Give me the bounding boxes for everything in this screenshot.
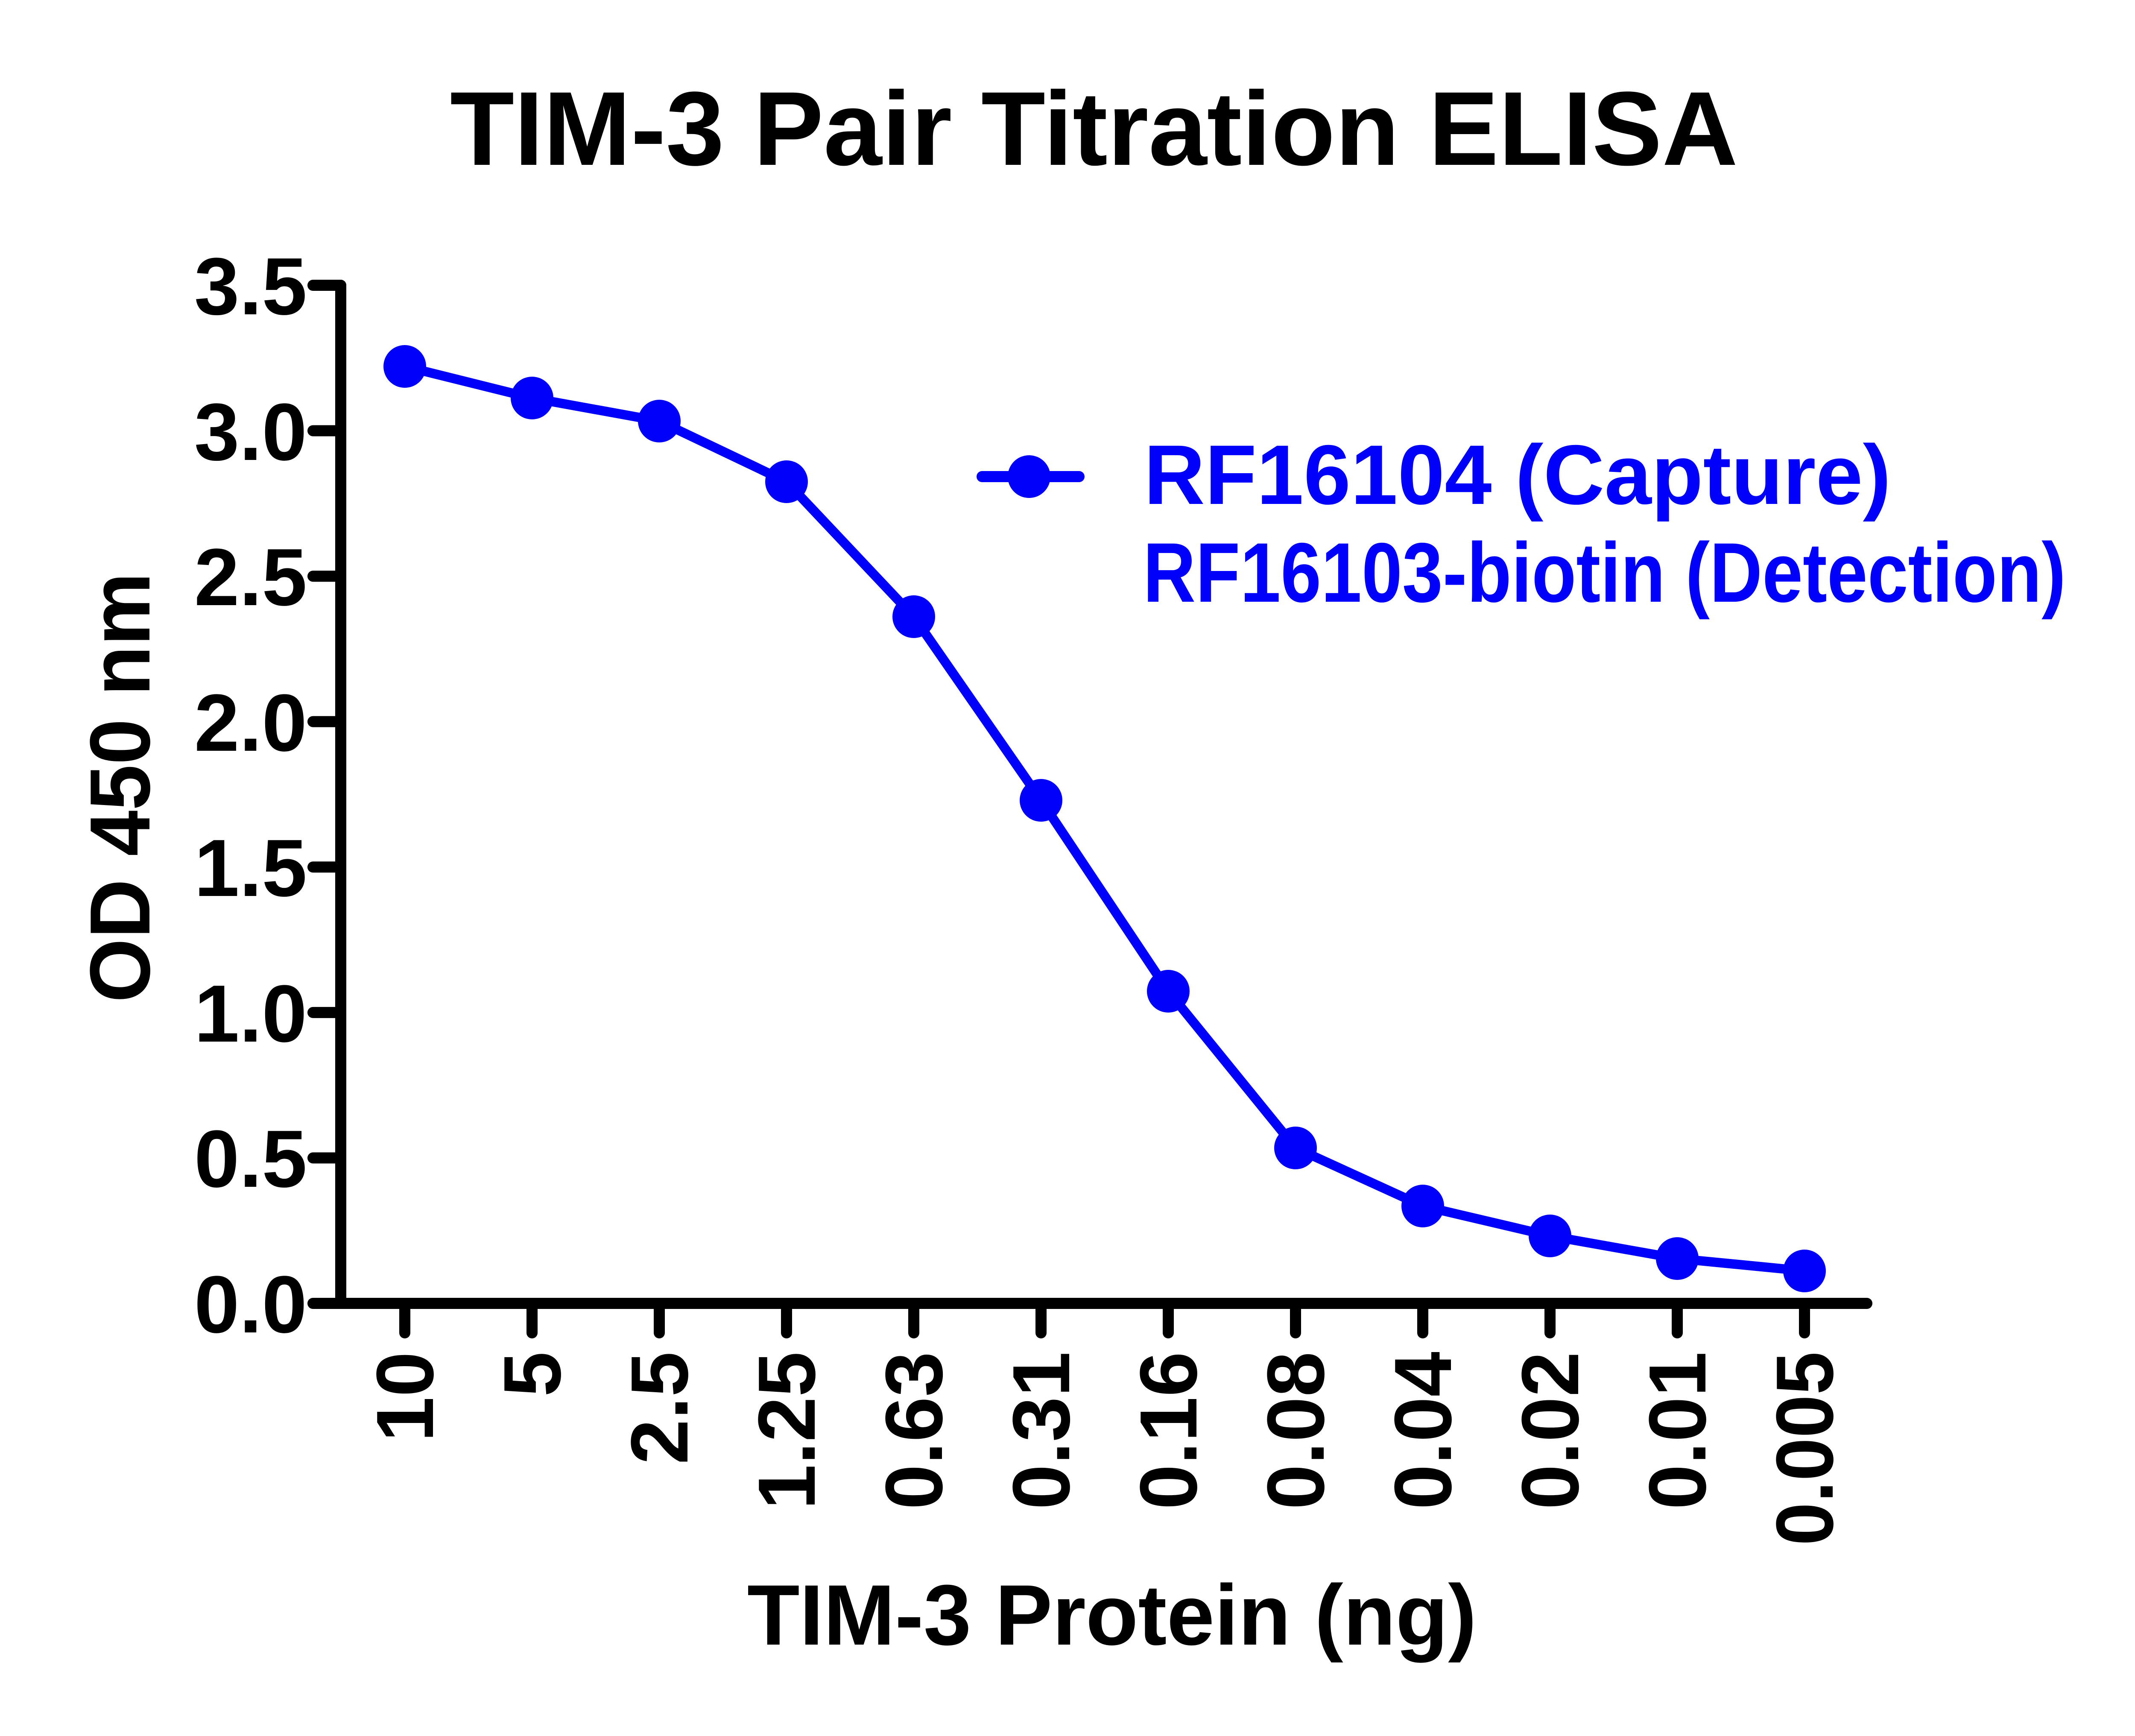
svg-text:1.25: 1.25 — [742, 1352, 832, 1510]
svg-text:2.5: 2.5 — [194, 532, 307, 623]
svg-text:0.5: 0.5 — [194, 1114, 307, 1204]
svg-text:3.5: 3.5 — [194, 241, 307, 332]
svg-text:0.005: 0.005 — [1760, 1352, 1850, 1546]
svg-text:0.04: 0.04 — [1378, 1352, 1468, 1510]
svg-text:0.63: 0.63 — [869, 1352, 959, 1510]
svg-text:2.5: 2.5 — [614, 1352, 705, 1464]
svg-text:TIM-3 Protein (ng): TIM-3 Protein (ng) — [747, 1567, 1477, 1663]
svg-text:0.16: 0.16 — [1123, 1352, 1214, 1510]
svg-text:5: 5 — [487, 1352, 578, 1397]
svg-text:10: 10 — [360, 1352, 450, 1442]
svg-text:0.08: 0.08 — [1251, 1352, 1341, 1510]
svg-text:OD 450 nm: OD 450 nm — [73, 573, 168, 1003]
svg-text:2.0: 2.0 — [194, 678, 307, 768]
svg-text:TIM-3 Pair Titration ELISA: TIM-3 Pair Titration ELISA — [450, 70, 1738, 187]
svg-text:RF16104 (Capture): RF16104 (Capture) — [1144, 427, 1891, 522]
svg-text:3.0: 3.0 — [194, 387, 307, 477]
svg-text:0.0: 0.0 — [194, 1259, 307, 1350]
svg-text:0.02: 0.02 — [1505, 1352, 1596, 1510]
svg-text:1.0: 1.0 — [194, 969, 307, 1059]
svg-text:1.5: 1.5 — [194, 823, 307, 913]
svg-text:0.01: 0.01 — [1632, 1352, 1723, 1510]
svg-text:RF16103-biotin (Detection): RF16103-biotin (Detection) — [1143, 525, 2066, 620]
svg-text:0.31: 0.31 — [996, 1352, 1087, 1510]
